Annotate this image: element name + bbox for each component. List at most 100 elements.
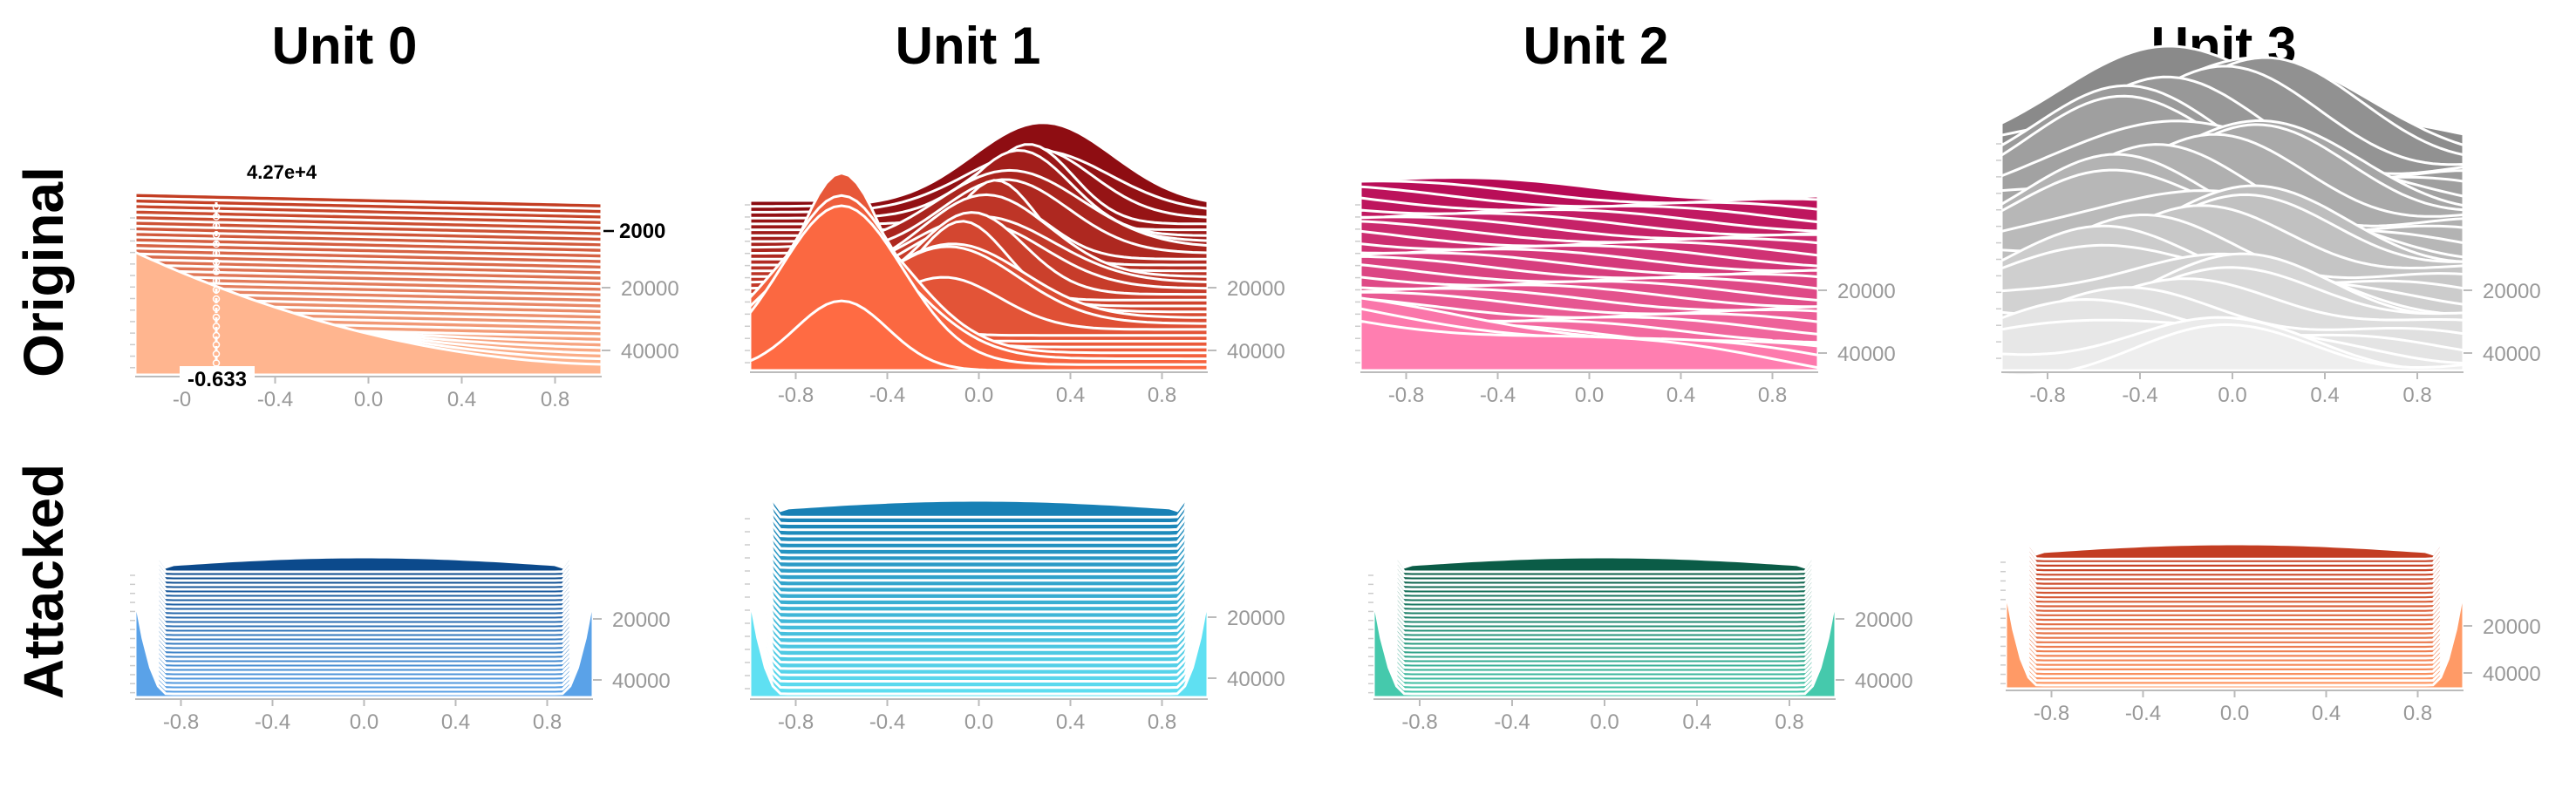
- hover-point: [212, 221, 221, 230]
- ridge-layer: [748, 299, 1208, 372]
- ridge-layer: [2000, 323, 2465, 377]
- y-tick-label: 40000: [2483, 662, 2541, 686]
- x-tick-label: 0.4: [2312, 702, 2341, 725]
- y-tick-label: 20000: [1227, 277, 1285, 301]
- ridge-layer: [748, 597, 1210, 699]
- x-tick-label: 0.0: [354, 388, 383, 411]
- ridge-layer: [1372, 597, 1837, 699]
- ridge-layer: [133, 586, 595, 699]
- ridge-layer: [133, 553, 595, 699]
- y-tick-label: 20000: [1855, 608, 1913, 632]
- ridge-layer: [133, 249, 603, 377]
- hover-point: [212, 295, 221, 303]
- ridge-layer: [133, 592, 595, 699]
- y-tick-label: 40000: [2483, 343, 2541, 366]
- ridge-layer: [1372, 592, 1837, 699]
- subplot-orig-2: -0.8 -0.4 0.0 0.4 0.8 20000 40000: [1355, 176, 1896, 407]
- x-tick-label: 0.0: [1575, 384, 1604, 407]
- x-tick-label: 0.0: [964, 384, 993, 407]
- ridge-layer: [1359, 319, 1820, 372]
- hover-point: [212, 304, 221, 312]
- subplot-orig-0: -0 -0.4 0.0 0.4 0.8 20000 40000: [130, 191, 679, 411]
- hover-overlay: -0.633 4.27e+4 2000: [180, 161, 665, 391]
- x-tick-label: 0.4: [2310, 384, 2339, 407]
- x-tick-label: 0.4: [447, 388, 476, 411]
- ridge-layer: [2004, 577, 2465, 690]
- ridge-layer: [748, 560, 1210, 699]
- x-tick-label: 0.0: [964, 710, 993, 734]
- x-tick-label: 0.8: [533, 710, 562, 734]
- x-tick-label: -0.8: [1388, 384, 1424, 407]
- hover-point: [212, 231, 221, 239]
- x-tick-label: 0.8: [1758, 384, 1787, 407]
- x-tick-label: -0.8: [778, 710, 814, 734]
- x-tick-label: -0.8: [778, 384, 814, 407]
- x-tick-label: 0.8: [1148, 384, 1176, 407]
- x-tick-label: -0: [173, 388, 191, 411]
- hover-point: [212, 286, 221, 294]
- subplot-att-3: -0.8 -0.4 0.0 0.4 0.8 20000 40000: [2000, 423, 2541, 725]
- y-tick-label: 40000: [1837, 343, 1896, 366]
- x-tick-label: 0.4: [1682, 710, 1711, 734]
- x-tick-label: -0.4: [869, 384, 905, 407]
- hover-x-readout: -0.633: [187, 368, 247, 391]
- x-tick-label: 0.0: [1590, 710, 1619, 734]
- hover-x-readout-bg: [180, 366, 255, 389]
- x-tick-label: -0.4: [2125, 702, 2161, 725]
- hover-point: [212, 313, 221, 322]
- hover-point: [212, 213, 221, 221]
- column-title-unit-1: Unit 1: [895, 17, 1041, 75]
- subplot-orig-1: -0.8 -0.4 0.0 0.4 0.8 20000 40000: [745, 121, 1285, 407]
- x-tick-label: 0.0: [2218, 384, 2246, 407]
- x-tick-label: 0.4: [1666, 384, 1695, 407]
- hover-point: [212, 341, 221, 349]
- hover-point: [212, 203, 221, 212]
- ridge-layer: [2004, 583, 2465, 690]
- ridge-layer: [133, 597, 595, 699]
- x-tick-label: -0.4: [1480, 384, 1516, 407]
- x-tick-label: -0.8: [1401, 710, 1437, 734]
- ridge-layer: [2004, 588, 2465, 690]
- ridge-layer: [748, 590, 1210, 699]
- subplot-att-1: -0.8 -0.4 0.0 0.4 0.8 20000 40000: [745, 379, 1285, 734]
- ridge-layer: [748, 582, 1210, 699]
- subplot-att-2: -0.8 -0.4 0.0 0.4 0.8 20000 40000: [1368, 436, 1913, 734]
- column-title-unit-0: Unit 0: [271, 17, 418, 75]
- x-tick-label: -0.4: [257, 388, 293, 411]
- y-tick-label: 20000: [2483, 615, 2541, 639]
- x-tick-label: -0.8: [2029, 384, 2065, 407]
- y-tick-label: 40000: [621, 340, 679, 364]
- column-title-unit-2: Unit 2: [1523, 17, 1669, 75]
- hover-point: [212, 331, 221, 340]
- ridge-layer: [1372, 586, 1837, 699]
- x-tick-label: -0.4: [869, 710, 905, 734]
- x-tick-label: 0.8: [2402, 384, 2431, 407]
- ridge-layer: [1372, 553, 1837, 699]
- y-tick-label: 40000: [1227, 340, 1285, 364]
- x-tick-label: 0.4: [1056, 710, 1085, 734]
- x-tick-label: 0.0: [350, 710, 378, 734]
- y-tick-label: 40000: [1855, 669, 1913, 693]
- hover-point: [212, 258, 221, 267]
- hover-point: [212, 249, 221, 257]
- x-tick-label: 0.4: [1056, 384, 1085, 407]
- y-tick-label: 20000: [621, 277, 679, 301]
- x-tick-label: -0.4: [1494, 710, 1530, 734]
- x-tick-label: 0.8: [541, 388, 569, 411]
- y-tick-label: 20000: [2483, 280, 2541, 303]
- x-tick-label: -0.4: [255, 710, 290, 734]
- subplot-att-0: -0.8 -0.4 0.0 0.4 0.8 20000 40000: [130, 436, 671, 734]
- x-tick-label: 0.8: [1148, 710, 1176, 734]
- subplot-orig-3: -0.8 -0.4 0.0 0.4 0.8 20000 40000: [1996, 44, 2541, 407]
- hover-point: [212, 276, 221, 285]
- y-tick-label: 20000: [1227, 607, 1285, 630]
- ridge-layer: [2004, 548, 2465, 690]
- x-tick-label: 0.4: [441, 710, 470, 734]
- x-tick-label: -0.4: [2122, 384, 2157, 407]
- hover-point: [212, 323, 221, 330]
- x-tick-label: 0.0: [2220, 702, 2249, 725]
- hover-point: [212, 240, 221, 248]
- hover-point: [212, 268, 221, 275]
